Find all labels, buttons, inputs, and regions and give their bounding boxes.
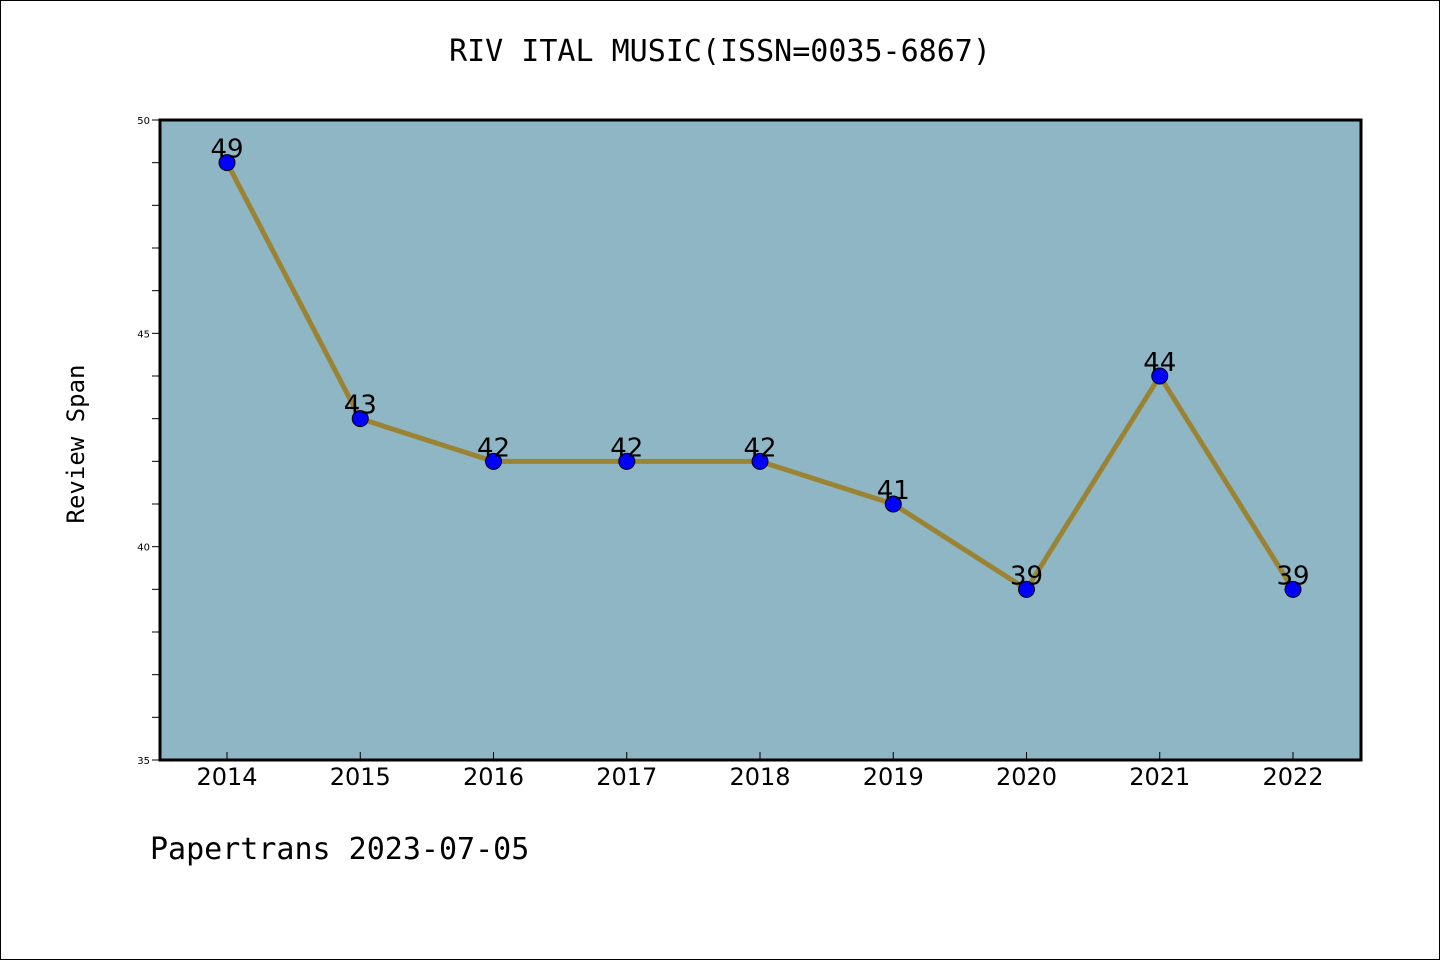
x-tick-label: 2019 — [863, 763, 924, 791]
chart-title: RIV ITAL MUSIC(ISSN=0035-6867) — [449, 34, 991, 69]
y-axis-ticks: 35 40 45 50 — [137, 116, 160, 767]
data-point — [218, 154, 236, 172]
data-label: 42 — [743, 433, 776, 463]
data-label: 42 — [610, 433, 643, 463]
data-point — [884, 495, 902, 513]
x-tick-label: 2017 — [596, 763, 657, 791]
data-label: 44 — [1143, 348, 1176, 378]
y-tick-label: 40 — [137, 543, 150, 554]
data-point — [351, 410, 369, 428]
x-tick-label: 2022 — [1262, 763, 1323, 791]
data-label: 39 — [1276, 561, 1309, 591]
data-label: 41 — [877, 476, 910, 506]
footer-note: Papertrans 2023-07-05 — [150, 832, 530, 867]
y-tick-label: 45 — [137, 329, 150, 340]
y-tick-label: 50 — [137, 116, 150, 127]
data-point — [1151, 367, 1169, 385]
data-point — [485, 452, 502, 470]
x-tick-label: 2020 — [996, 763, 1057, 791]
x-tick-label: 2016 — [463, 763, 524, 791]
x-tick-label: 2021 — [1129, 763, 1190, 791]
data-point — [751, 452, 769, 470]
plot-area — [160, 120, 1361, 760]
data-labels-layer: 49 43 42 42 42 41 39 44 39 — [210, 135, 1309, 592]
data-label: 49 — [210, 135, 243, 165]
data-point — [1284, 580, 1302, 598]
x-axis-ticks: 2014 2015 2016 2017 2018 2019 2020 2021 2022 — [196, 752, 1324, 791]
plot-border — [158, 118, 1363, 762]
data-point — [1018, 580, 1035, 598]
data-label: 43 — [344, 391, 377, 421]
data-label: 39 — [1010, 561, 1043, 591]
x-tick-label: 2015 — [330, 763, 391, 791]
x-tick-label: 2014 — [196, 763, 257, 791]
data-label: 42 — [477, 433, 510, 463]
x-tick-label: 2018 — [729, 763, 790, 791]
data-point — [618, 452, 636, 470]
y-tick-label: 35 — [137, 756, 150, 767]
series-layer — [218, 154, 1302, 598]
